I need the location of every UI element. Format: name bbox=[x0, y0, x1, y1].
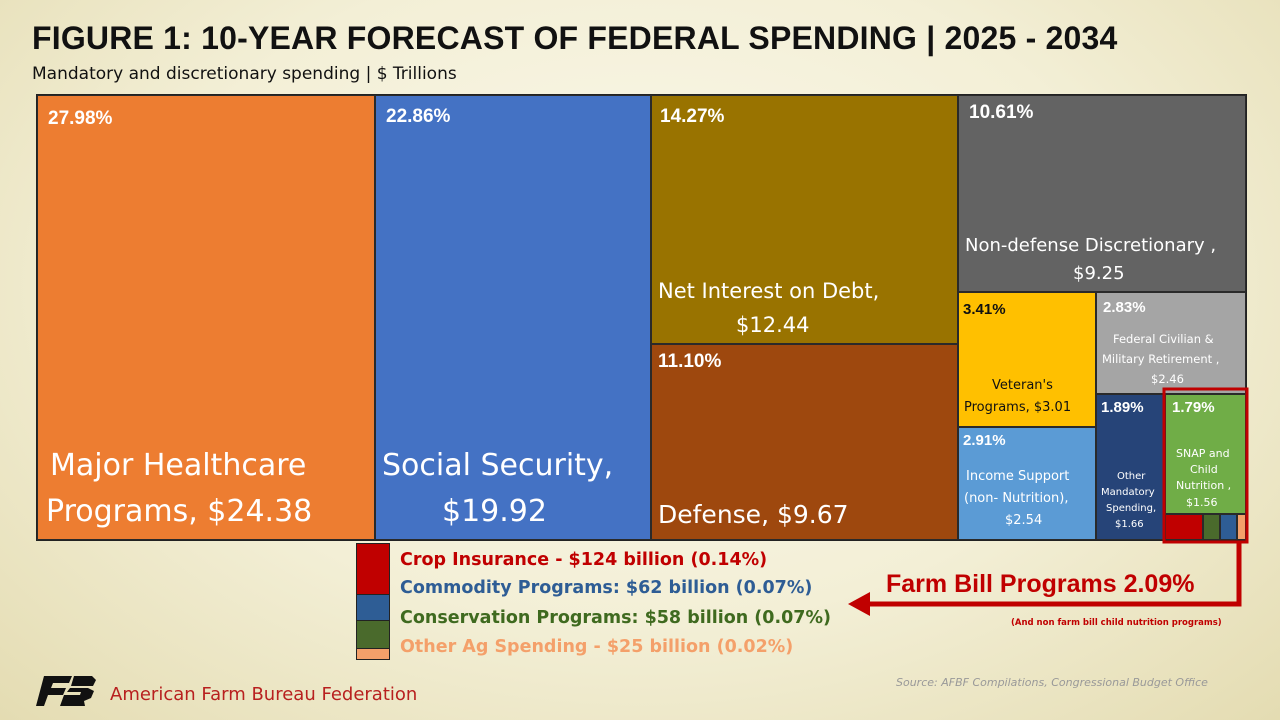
tile-other-ag bbox=[1237, 514, 1246, 540]
farm-bill-total-label: Farm Bill Programs 2.09% bbox=[886, 570, 1195, 598]
tile-label: $1.56 bbox=[1186, 496, 1218, 509]
tile-social-security: 22.86% Social Security, $19.92 bbox=[375, 95, 651, 540]
chart-subtitle: Mandatory and discretionary spending | $… bbox=[32, 64, 457, 84]
tile-non-defense-discretionary: 10.61% Non-defense Discretionary , $9.25 bbox=[958, 95, 1246, 292]
tile-label: Military Retirement , bbox=[1102, 352, 1220, 366]
tile-conservation-programs bbox=[1220, 514, 1237, 540]
tile-label: (non- Nutrition), bbox=[964, 491, 1069, 506]
tile-pct: 22.86% bbox=[386, 106, 451, 127]
legend-commodity-programs: Commodity Programs: $62 billion (0.07%) bbox=[400, 578, 813, 598]
tile-label: Programs, $24.38 bbox=[46, 494, 313, 529]
legend-other-ag: Other Ag Spending - $25 billion (0.02%) bbox=[400, 637, 794, 657]
tile-crop-insurance bbox=[1165, 514, 1203, 540]
tile-label: $19.92 bbox=[442, 494, 547, 529]
tile-label: Spending, bbox=[1106, 503, 1157, 514]
tile-major-healthcare: 27.98% Major Healthcare Programs, $24.38 bbox=[37, 95, 375, 540]
tile-pct: 11.10% bbox=[658, 351, 722, 372]
tile-label: Child bbox=[1190, 463, 1218, 476]
legend-swatch-crop-insurance bbox=[357, 544, 389, 594]
organization-name: American Farm Bureau Federation bbox=[110, 684, 418, 705]
tile-label: Nutrition , bbox=[1176, 479, 1232, 492]
tile-label: $1.66 bbox=[1115, 519, 1144, 530]
tile-veterans-programs: 3.41% Veteran's Programs, $3.01 bbox=[958, 292, 1096, 427]
tile-label: Veteran's bbox=[992, 378, 1053, 393]
tile-label: Defense, $9.67 bbox=[658, 500, 849, 529]
legend-swatch-commodity bbox=[357, 594, 389, 620]
legend-swatch-conservation bbox=[357, 620, 389, 648]
tile-label: $12.44 bbox=[736, 313, 810, 337]
legend-crop-insurance: Crop Insurance - $124 billion (0.14%) bbox=[400, 550, 768, 570]
tile-label: $2.54 bbox=[1005, 513, 1043, 528]
tile-label: Mandatory bbox=[1101, 487, 1155, 498]
treemap: 27.98% Major Healthcare Programs, $24.38… bbox=[36, 94, 1247, 541]
source-note: Source: AFBF Compilations, Congressional… bbox=[896, 676, 1208, 689]
tile-label: Other bbox=[1117, 471, 1146, 482]
tile-pct: 27.98% bbox=[48, 108, 113, 129]
tile-commodity-programs bbox=[1203, 514, 1220, 540]
tile-other-mandatory: 1.89% Other Mandatory Spending, $1.66 bbox=[1096, 394, 1165, 540]
tile-defense: 11.10% Defense, $9.67 bbox=[651, 344, 958, 540]
tile-label: Major Healthcare bbox=[50, 448, 307, 483]
tile-label: SNAP and bbox=[1176, 447, 1230, 460]
tile-income-support: 2.91% Income Support (non- Nutrition), $… bbox=[958, 427, 1096, 540]
legend-conservation-programs: Conservation Programs: $58 billion (0.07… bbox=[400, 608, 832, 628]
farm-bill-note: (And non farm bill child nutrition progr… bbox=[1011, 618, 1222, 628]
tile-pct: 3.41% bbox=[963, 301, 1006, 318]
tile-net-interest: 14.27% Net Interest on Debt, $12.44 bbox=[651, 95, 958, 344]
tile-label: Federal Civilian & bbox=[1113, 332, 1214, 346]
tile-label: Programs, $3.01 bbox=[964, 400, 1072, 415]
tile-label: Income Support bbox=[966, 469, 1070, 484]
tile-pct: 2.91% bbox=[963, 432, 1006, 449]
afbf-logo-icon bbox=[36, 676, 96, 706]
tile-snap-child-nutrition: 1.79% SNAP and Child Nutrition , $1.56 bbox=[1165, 394, 1246, 514]
tile-pct: 1.79% bbox=[1172, 399, 1215, 416]
tile-label: Net Interest on Debt, bbox=[658, 279, 880, 303]
tile-pct: 2.83% bbox=[1103, 299, 1146, 316]
tile-label: $9.25 bbox=[1073, 263, 1125, 284]
tile-label: Social Security, bbox=[382, 448, 614, 483]
tile-pct: 10.61% bbox=[969, 102, 1034, 123]
tile-pct: 1.89% bbox=[1101, 399, 1144, 416]
tile-federal-retirement: 2.83% Federal Civilian & Military Retire… bbox=[1096, 292, 1246, 394]
tile-label: $2.46 bbox=[1151, 372, 1184, 386]
legend-swatch-other-ag bbox=[357, 648, 389, 659]
chart-title: FIGURE 1: 10-YEAR FORECAST OF FEDERAL SP… bbox=[32, 20, 1118, 56]
farm-bill-arrowhead bbox=[848, 592, 870, 616]
farm-bill-legend-stack bbox=[356, 543, 390, 660]
tile-pct: 14.27% bbox=[660, 106, 725, 127]
tile-label: Non-defense Discretionary , bbox=[965, 235, 1217, 256]
